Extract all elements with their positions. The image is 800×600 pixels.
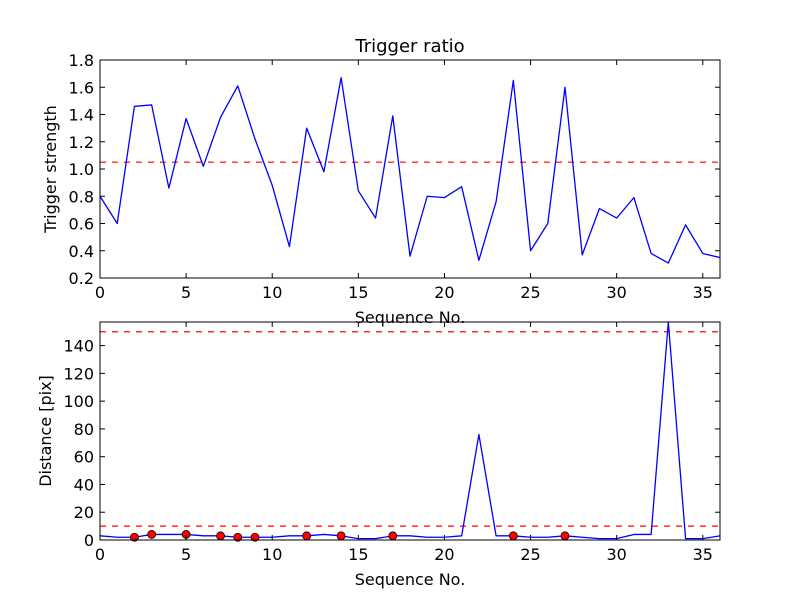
- plot-area: [100, 77, 720, 264]
- y-tick-label: 120: [63, 364, 94, 383]
- x-tick-label: 20: [434, 545, 454, 564]
- y-tick-label: 0.8: [69, 187, 94, 206]
- x-tick-label: 5: [181, 283, 191, 302]
- x-tick-label: 15: [348, 283, 368, 302]
- y-tick-label: 140: [63, 337, 94, 356]
- data-point-marker: [302, 531, 312, 541]
- trigger-ratio-chart: Trigger ratio Sequence No. Trigger stren…: [41, 36, 721, 327]
- y-tick-label: 1.8: [69, 51, 94, 70]
- x-tick-label: 10: [262, 283, 282, 302]
- x-axis-label: Sequence No.: [355, 308, 466, 327]
- y-tick-label: 20: [74, 503, 94, 522]
- x-tick-label: 25: [520, 283, 540, 302]
- y-tick-label: 100: [63, 392, 94, 411]
- y-tick-label: 0.4: [69, 242, 94, 261]
- data-point-marker: [250, 532, 260, 542]
- y-tick-label: 1.4: [69, 106, 94, 125]
- axes-frame: [99, 321, 721, 541]
- y-tick-label: 1.2: [69, 133, 94, 152]
- x-tick-label: 35: [693, 283, 713, 302]
- data-point-marker: [130, 532, 139, 542]
- y-axis-label: Distance [pix]: [36, 375, 55, 487]
- y-tick-label: 0.6: [69, 215, 94, 234]
- x-tick-label: 30: [606, 283, 626, 302]
- x-tick-label: 0: [95, 545, 105, 564]
- x-tick-label: 5: [181, 545, 191, 564]
- y-tick-label: 0.2: [69, 269, 94, 288]
- x-axis-label: Sequence No.: [355, 570, 466, 589]
- x-tick-label: 15: [348, 545, 368, 564]
- x-tick-label: 0: [95, 283, 105, 302]
- series-line: [100, 77, 720, 264]
- x-tick-label: 20: [434, 283, 454, 302]
- y-tick-label: 40: [74, 475, 94, 494]
- data-point-marker: [233, 532, 243, 542]
- y-tick-label: 60: [74, 448, 94, 467]
- y-tick-label: 1.0: [69, 160, 94, 179]
- y-tick-label: 0: [84, 531, 94, 550]
- data-point-marker: [336, 531, 346, 541]
- x-tick-label: 30: [606, 545, 626, 564]
- distance-chart: Sequence No. Distance [pix] 0 5 10 15 20 25 30…: [36, 321, 721, 589]
- x-tick-label: 35: [693, 545, 713, 564]
- data-point-marker: [560, 531, 570, 541]
- x-tick-label: 10: [262, 545, 282, 564]
- data-point-marker: [216, 531, 225, 541]
- chart-title: Trigger ratio: [354, 36, 464, 57]
- y-tick-label: 80: [74, 420, 94, 439]
- x-tick-label: 25: [520, 545, 540, 564]
- data-point-marker: [508, 531, 518, 541]
- y-axis-label: Trigger strength: [41, 105, 60, 234]
- data-point-marker: [388, 531, 398, 541]
- y-tick-label: 1.6: [69, 78, 94, 97]
- data-point-marker: [147, 530, 157, 539]
